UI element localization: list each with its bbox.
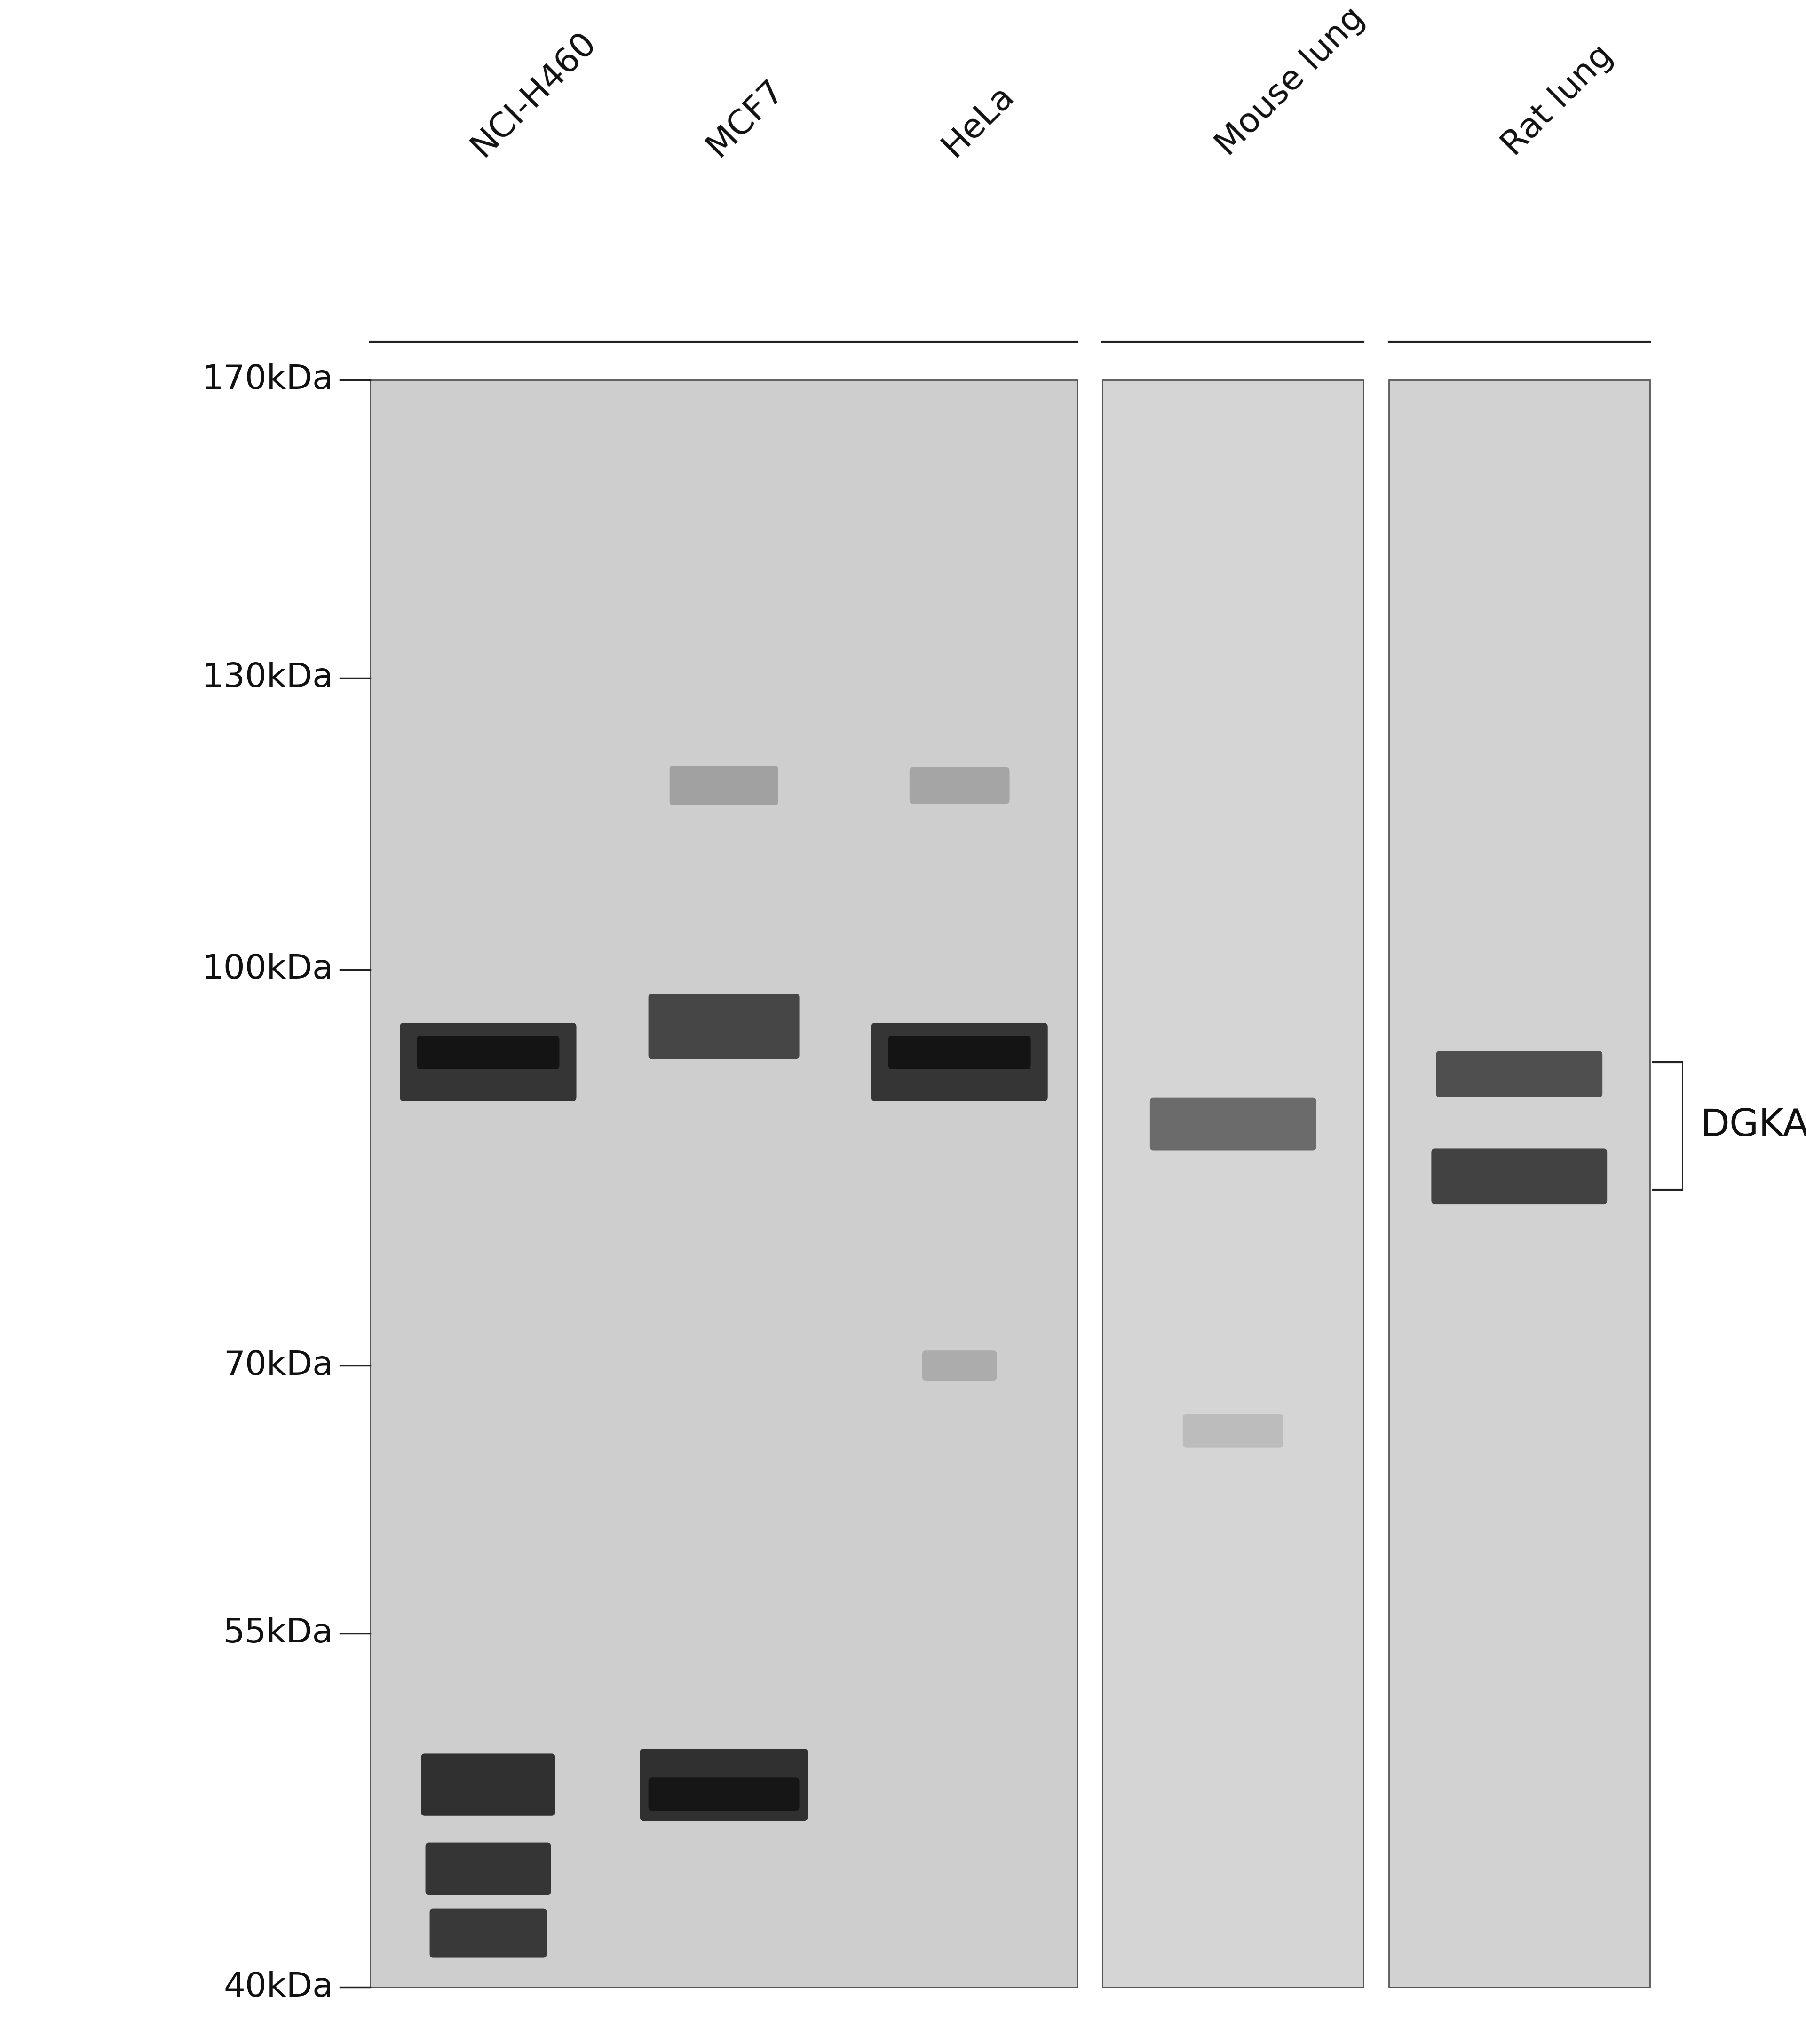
Text: HeLa: HeLa bbox=[937, 78, 1020, 161]
FancyBboxPatch shape bbox=[670, 766, 778, 805]
FancyBboxPatch shape bbox=[1183, 1414, 1284, 1447]
Text: Rat lung: Rat lung bbox=[1497, 39, 1620, 161]
FancyBboxPatch shape bbox=[648, 993, 800, 1059]
FancyBboxPatch shape bbox=[639, 1750, 807, 1821]
Text: NCI-H460: NCI-H460 bbox=[466, 25, 603, 161]
Bar bbox=[1103, 380, 1364, 1987]
FancyBboxPatch shape bbox=[426, 1842, 551, 1895]
FancyBboxPatch shape bbox=[910, 766, 1010, 803]
Text: 170kDa: 170kDa bbox=[202, 364, 334, 397]
FancyBboxPatch shape bbox=[923, 1351, 997, 1380]
Text: 130kDa: 130kDa bbox=[202, 662, 334, 695]
Text: 55kDa: 55kDa bbox=[224, 1617, 334, 1650]
Text: DGKA: DGKA bbox=[1699, 1108, 1806, 1145]
Bar bbox=[1389, 380, 1649, 1987]
Text: Mouse lung: Mouse lung bbox=[1210, 2, 1371, 161]
FancyBboxPatch shape bbox=[870, 1022, 1047, 1102]
FancyBboxPatch shape bbox=[417, 1036, 560, 1069]
Text: 70kDa: 70kDa bbox=[224, 1349, 334, 1382]
Bar bbox=[370, 380, 1078, 1987]
Text: 100kDa: 100kDa bbox=[202, 953, 334, 985]
Text: MCF7: MCF7 bbox=[701, 74, 791, 161]
Text: 40kDa: 40kDa bbox=[224, 1970, 334, 2003]
FancyBboxPatch shape bbox=[648, 1778, 800, 1811]
FancyBboxPatch shape bbox=[399, 1022, 576, 1102]
FancyBboxPatch shape bbox=[421, 1754, 554, 1815]
FancyBboxPatch shape bbox=[430, 1909, 547, 1958]
FancyBboxPatch shape bbox=[1432, 1149, 1607, 1204]
FancyBboxPatch shape bbox=[1150, 1098, 1317, 1151]
FancyBboxPatch shape bbox=[889, 1036, 1031, 1069]
FancyBboxPatch shape bbox=[1436, 1051, 1602, 1098]
